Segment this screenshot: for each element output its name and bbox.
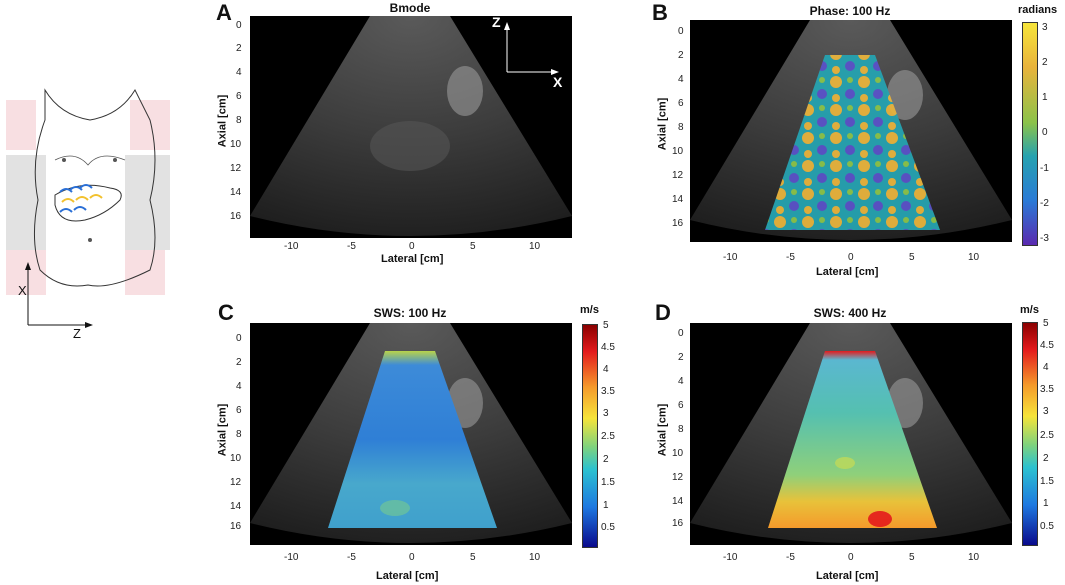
panel-d-title: SWS: 400 Hz: [813, 306, 887, 320]
panel-c-title: SWS: 100 Hz: [373, 306, 447, 320]
panel-b-image: [690, 20, 1012, 242]
torso-sketch: [6, 88, 170, 328]
panel-c-xlabel: Lateral [cm]: [376, 570, 439, 582]
panel-b-colorbar-unit: radians: [1018, 4, 1058, 16]
panel-c-colorbar: [582, 324, 598, 548]
panel-d-colorbar: [1022, 322, 1038, 546]
panel-b-letter: B: [652, 0, 668, 25]
panel-b-xlabel: Lateral [cm]: [816, 266, 879, 278]
panel-c-colorbar-unit: m/s: [580, 304, 599, 316]
panel-a-title: Bmode: [389, 1, 431, 15]
panel-a-inset-z: Z: [492, 14, 501, 30]
panel-a-image: [250, 16, 572, 238]
panel-a-letter: A: [216, 0, 232, 25]
sketch-x-label: X: [18, 283, 27, 298]
panel-b-title: Phase: 100 Hz: [809, 4, 891, 18]
panel-c-letter: C: [218, 300, 234, 325]
panel-a-inset-axes: [504, 22, 559, 75]
panel-b-colorbar: [1022, 22, 1038, 246]
panel-d-letter: D: [655, 300, 671, 325]
panel-c-image: [250, 323, 572, 545]
panel-d-xlabel: Lateral [cm]: [816, 570, 879, 582]
panel-a-xlabel: Lateral [cm]: [381, 253, 444, 265]
panel-d-ylabel: Axial [cm]: [656, 403, 669, 457]
panel-b-ylabel: Axial [cm]: [656, 97, 669, 151]
sketch-z-label: Z: [73, 326, 81, 341]
panel-d-colorbar-unit: m/s: [1020, 304, 1039, 316]
panel-c-ylabel: Axial [cm]: [216, 403, 229, 457]
panel-a-ylabel: Axial [cm]: [216, 94, 229, 148]
panel-d-image: [690, 323, 1012, 545]
panel-a-inset-x: X: [553, 74, 563, 90]
